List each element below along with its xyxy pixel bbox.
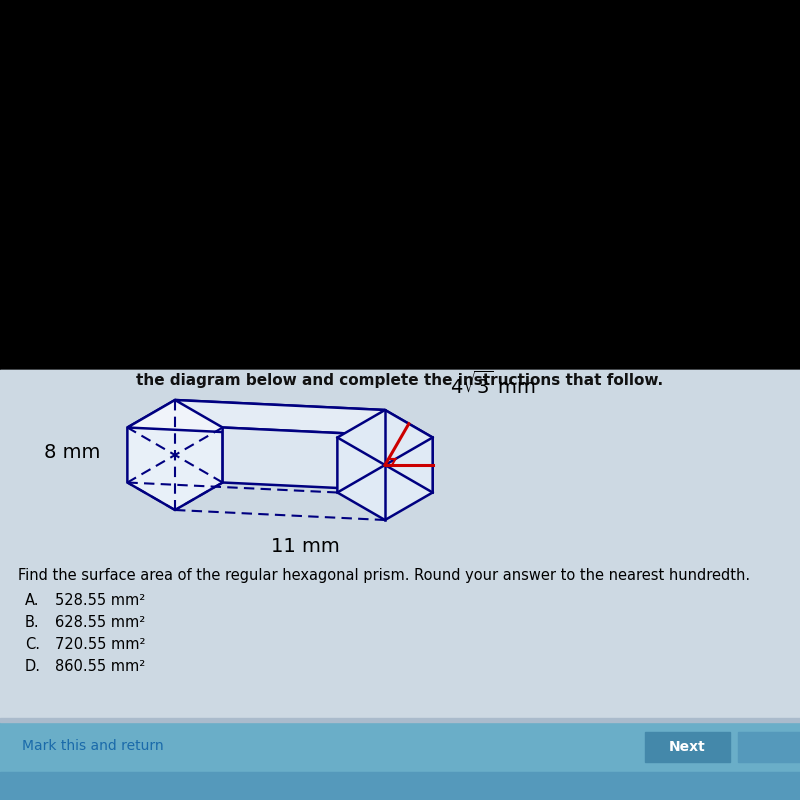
Text: $4\sqrt{3}$ mm: $4\sqrt{3}$ mm [450, 370, 536, 398]
Text: Next: Next [669, 740, 706, 754]
Polygon shape [338, 410, 433, 520]
Text: Mark this and return: Mark this and return [22, 739, 164, 753]
Text: D.: D. [25, 659, 41, 674]
Text: 11 mm: 11 mm [270, 537, 339, 556]
Polygon shape [175, 400, 433, 438]
Polygon shape [127, 400, 385, 438]
Text: B.: B. [25, 615, 40, 630]
Bar [0, 772, 800, 800]
Bar [0, 718, 800, 722]
Text: Find the surface area of the regular hexagonal prism. Round your answer to the n: Find the surface area of the regular hex… [18, 568, 750, 583]
Polygon shape [222, 427, 433, 493]
Text: the diagram below and complete the instructions that follow.: the diagram below and complete the instr… [137, 373, 663, 387]
Text: C.: C. [25, 637, 40, 652]
Bar [0, 370, 800, 800]
Text: 628.55 mm²: 628.55 mm² [55, 615, 146, 630]
Text: 8 mm: 8 mm [44, 442, 100, 462]
Bar [0, 720, 800, 772]
Polygon shape [127, 400, 222, 510]
Text: ...yze the diagram below and complete: ...yze the diagram below and complete [10, 373, 344, 387]
Text: A.: A. [25, 593, 39, 608]
Bar [645, 732, 730, 762]
Text: 720.55 mm²: 720.55 mm² [55, 637, 146, 652]
Text: 860.55 mm²: 860.55 mm² [55, 659, 146, 674]
Bar [0, 0, 800, 370]
Text: 528.55 mm²: 528.55 mm² [55, 593, 146, 608]
Bar [0, 370, 800, 720]
Bar [738, 732, 800, 762]
